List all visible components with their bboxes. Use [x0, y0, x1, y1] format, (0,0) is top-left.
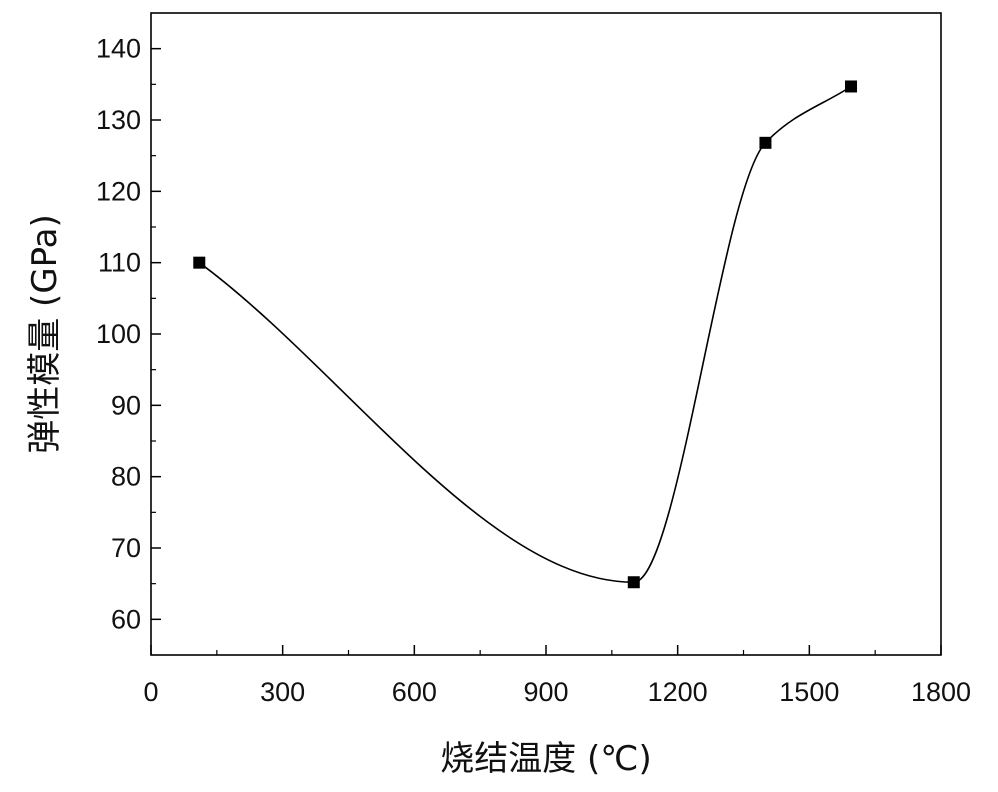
data-point-marker	[759, 136, 772, 149]
y-tick-label: 60	[111, 604, 141, 634]
y-tick-label: 120	[96, 176, 141, 206]
x-tick-label: 1800	[911, 677, 971, 707]
x-tick-label: 0	[143, 677, 158, 707]
data-point-marker	[193, 256, 206, 269]
y-tick-label: 130	[96, 105, 141, 135]
y-axis-ticks: 60 70 80 90 100 110 120 130 140	[96, 34, 161, 634]
y-tick-label: 140	[96, 34, 141, 64]
series-line	[198, 85, 852, 584]
x-axis-ticks: 0 300 600 900 1200 1500 1800	[143, 645, 971, 707]
x-axis-title: 烧结温度 (℃)	[440, 739, 652, 779]
x-tick-label: 300	[260, 677, 305, 707]
series-group	[193, 80, 858, 589]
y-tick-label: 110	[98, 248, 141, 278]
x-tick-label: 900	[523, 677, 568, 707]
data-point-marker	[845, 80, 858, 93]
x-tick-label: 600	[392, 677, 437, 707]
y-tick-label: 80	[111, 462, 141, 492]
y-tick-label: 70	[111, 533, 141, 563]
y-tick-label: 100	[96, 319, 141, 349]
data-point-marker	[627, 576, 640, 589]
x-tick-label: 1200	[648, 677, 708, 707]
y-axis-title: 弹性模量 (GPa)	[25, 214, 65, 454]
y-tick-label: 90	[111, 390, 141, 420]
x-tick-label: 1500	[779, 677, 839, 707]
